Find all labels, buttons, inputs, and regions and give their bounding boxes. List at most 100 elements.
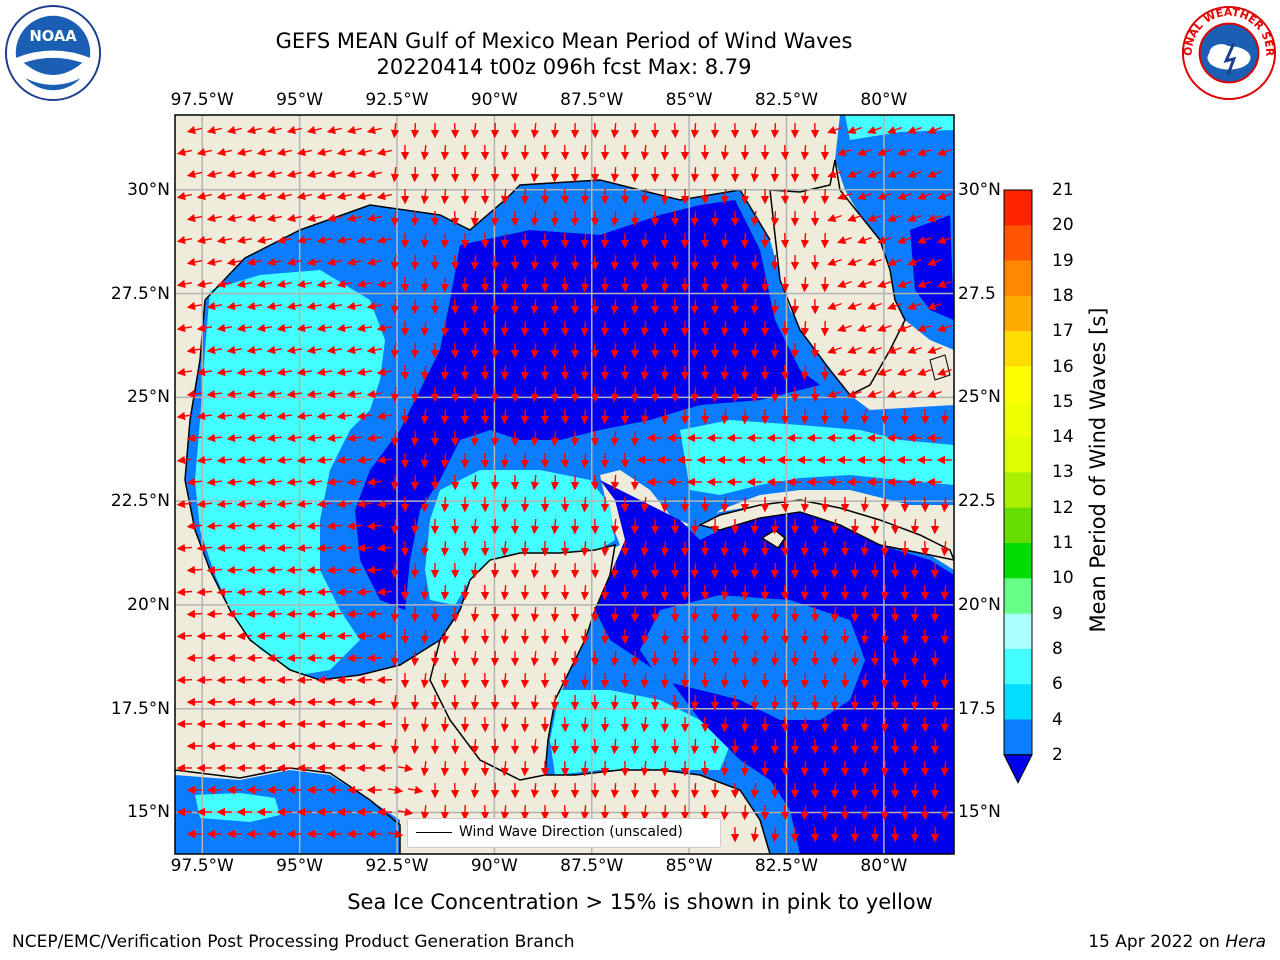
footer-organization: NCEP/EMC/Verification Post Processing Pr…: [12, 932, 575, 952]
wave-direction-arrow: [630, 650, 640, 667]
wave-direction-arrow: [420, 188, 430, 205]
wave-direction-arrow: [236, 191, 252, 201]
wave-direction-arrow: [580, 188, 590, 205]
wave-direction-arrow: [937, 368, 952, 376]
wave-direction-arrow: [890, 518, 900, 535]
wave-direction-arrow: [847, 390, 862, 398]
wave-direction-arrow: [860, 496, 870, 513]
wave-direction-arrow: [346, 433, 363, 443]
colorbar-tick-label: 12: [1052, 497, 1074, 518]
wave-direction-arrow: [186, 301, 203, 311]
wave-direction-arrow: [720, 144, 730, 161]
wave-direction-arrow: [720, 716, 730, 733]
wave-direction-arrow: [440, 320, 450, 337]
wave-direction-arrow: [440, 584, 450, 601]
wave-direction-arrow: [397, 763, 414, 773]
wave-direction-arrow: [236, 675, 253, 685]
wave-direction-arrow: [440, 716, 450, 733]
wave-direction-arrow: [366, 125, 382, 135]
wave-direction-arrow: [470, 782, 480, 799]
wave-direction-arrow: [410, 474, 420, 491]
wave-direction-arrow: [326, 125, 342, 135]
wave-direction-arrow: [630, 782, 640, 799]
top-longitude-label: 85°W: [665, 90, 713, 110]
wave-direction-arrow: [186, 213, 202, 223]
wave-direction-arrow: [236, 279, 253, 289]
wave-direction-arrow: [827, 302, 842, 310]
wave-direction-arrow: [837, 324, 852, 332]
wave-direction-arrow: [440, 144, 450, 161]
wave-direction-arrow: [336, 499, 353, 509]
wave-direction-arrow: [560, 188, 570, 205]
wave-direction-arrow: [800, 672, 810, 689]
wave-direction-arrow: [860, 716, 870, 733]
wave-direction-arrow: [847, 170, 862, 178]
wave-direction-arrow: [296, 279, 313, 289]
wave-direction-arrow: [470, 342, 480, 359]
wave-direction-arrow: [940, 496, 950, 513]
wave-direction-arrow: [770, 518, 780, 535]
wave-direction-arrow: [246, 521, 263, 531]
wave-direction-arrow: [910, 606, 920, 623]
wave-direction-arrow: [420, 628, 430, 645]
wave-direction-arrow: [770, 738, 780, 755]
wave-direction-arrow: [750, 518, 760, 535]
wave-direction-arrow: [847, 214, 862, 222]
wave-direction-arrow: [336, 675, 353, 685]
wave-direction-arrow: [410, 606, 420, 623]
wave-direction-arrow: [800, 232, 810, 249]
wave-direction-arrow: [867, 346, 882, 354]
wave-direction-arrow: [880, 760, 890, 777]
wave-direction-arrow: [440, 232, 450, 249]
colorbar-tick-label: 11: [1052, 533, 1074, 553]
wave-direction-arrow: [216, 675, 233, 685]
wave-direction-arrow: [780, 672, 790, 689]
wave-direction-arrow: [937, 148, 952, 156]
wave-direction-arrow: [450, 210, 460, 227]
wave-direction-arrow: [326, 653, 343, 663]
wave-direction-arrow: [897, 236, 912, 244]
wave-direction-arrow: [580, 408, 590, 425]
wave-direction-arrow: [630, 298, 640, 315]
wave-direction-arrow: [286, 389, 303, 399]
wave-direction-arrow: [306, 257, 323, 267]
wave-direction-arrow: [887, 126, 902, 134]
wave-direction-arrow: [256, 587, 273, 597]
wave-direction-arrow: [530, 694, 540, 711]
wave-direction-arrow: [880, 496, 890, 513]
cuba: [697, 499, 954, 561]
wave-direction-arrow: [720, 804, 730, 821]
wave-direction-arrow: [390, 694, 400, 711]
wave-direction-arrow: [850, 738, 860, 755]
wave-direction-arrow: [470, 210, 480, 227]
wave-direction-arrow: [610, 166, 620, 183]
wave-direction-arrow: [236, 147, 252, 157]
wave-direction-arrow: [390, 210, 400, 227]
wave-direction-arrow: [610, 254, 620, 271]
wave-direction-arrow: [560, 540, 570, 557]
wave-direction-arrow: [837, 368, 852, 376]
wave-direction-arrow: [550, 474, 560, 491]
wave-direction-arrow: [326, 257, 343, 267]
wave-direction-arrow: [847, 126, 862, 134]
wave-direction-arrow: [550, 738, 560, 755]
wave-direction-arrow: [850, 650, 860, 667]
colorbar: [1003, 189, 1033, 784]
wave-direction-arrow: [837, 148, 852, 156]
wave-direction-arrow: [887, 346, 902, 354]
wave-direction-arrow: [827, 214, 842, 222]
wave-direction-arrow: [907, 346, 922, 354]
wave-direction-arrow: [937, 324, 952, 332]
wave-direction-arrow: [346, 521, 363, 531]
wave-direction-arrow: [830, 518, 840, 535]
wave-direction-arrow: [927, 390, 942, 398]
wave-direction-arrow: [216, 499, 233, 509]
wave-direction-arrow: [376, 675, 393, 685]
wave-direction-arrow: [800, 760, 810, 777]
wave-direction-arrow: [770, 782, 780, 799]
wave-direction-arrow: [610, 694, 620, 711]
wave-direction-arrow: [720, 628, 730, 645]
wave-direction-arrow: [887, 170, 902, 178]
wave-direction-arrow: [326, 389, 343, 399]
wave-direction-arrow: [720, 540, 730, 557]
